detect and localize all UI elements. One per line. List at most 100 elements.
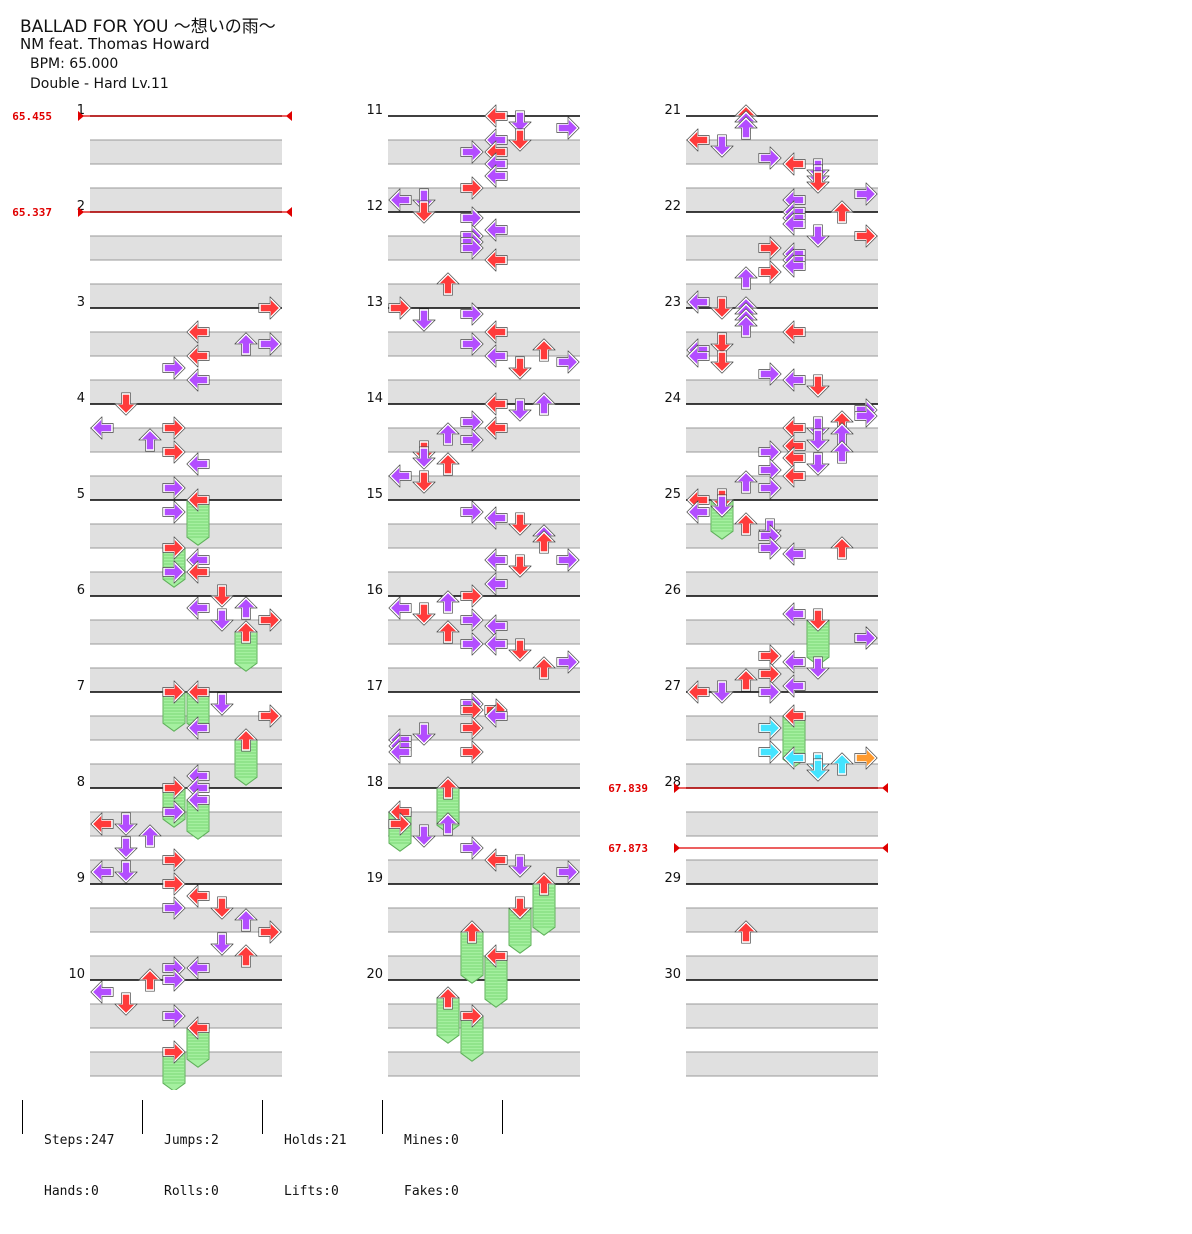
beat-stripe: [90, 428, 282, 452]
step-arrow-right: [460, 632, 484, 656]
beat-stripe: [90, 476, 282, 500]
step-arrow-left: [484, 944, 508, 968]
step-arrow-right: [758, 236, 782, 260]
step-arrow-left: [686, 290, 710, 314]
step-arrow-right: [556, 116, 580, 140]
step-arrow-up: [436, 590, 460, 614]
step-arrow-right: [162, 1004, 186, 1028]
measure-number: 11: [366, 103, 383, 118]
beat-stripe: [686, 380, 878, 404]
step-arrow-left: [388, 740, 412, 764]
step-arrow-down: [508, 896, 532, 920]
step-arrow-down: [210, 896, 234, 920]
step-arrow-up: [734, 668, 758, 692]
step-arrow-right: [258, 704, 282, 728]
step-arrow-right: [258, 920, 282, 944]
step-arrow-left: [686, 344, 710, 368]
step-arrow-left: [388, 188, 412, 212]
step-arrow-down: [806, 758, 830, 782]
step-arrow-left: [90, 860, 114, 884]
step-arrow-left: [388, 596, 412, 620]
step-arrow-left: [782, 704, 806, 728]
lifts-count: Lifts:0: [284, 1184, 339, 1199]
beat-stripe: [686, 140, 878, 164]
measure-number: 12: [366, 199, 383, 214]
measure-number: 25: [664, 487, 681, 502]
beat-stripe: [686, 284, 878, 308]
bpm-marker-right: [286, 207, 292, 217]
mines-count: Mines:0: [404, 1133, 459, 1148]
rolls-count: Rolls:0: [164, 1184, 219, 1199]
beat-stripe: [686, 908, 878, 932]
step-arrow-up: [436, 986, 460, 1010]
beat-stripe: [686, 236, 878, 260]
step-arrow-left: [90, 980, 114, 1004]
step-arrow-right: [758, 740, 782, 764]
hands-count: Hands:0: [44, 1184, 99, 1199]
step-arrow-right: [556, 350, 580, 374]
step-arrow-right: [460, 836, 484, 860]
beat-stripe: [90, 668, 282, 692]
jumps-count: Jumps:2: [164, 1133, 219, 1148]
step-arrow-left: [782, 368, 806, 392]
step-arrow-left: [484, 704, 508, 728]
step-arrow-right: [388, 296, 412, 320]
step-arrow-left: [782, 464, 806, 488]
step-arrow-down: [114, 860, 138, 884]
step-arrow-right: [758, 716, 782, 740]
step-arrow-down: [412, 308, 436, 332]
step-arrow-down: [710, 332, 734, 356]
step-arrow-up: [234, 944, 258, 968]
step-arrow-right: [162, 680, 186, 704]
step-arrow-up: [734, 920, 758, 944]
step-arrow-down: [508, 398, 532, 422]
step-arrow-left: [782, 674, 806, 698]
step-arrow-left: [186, 560, 210, 584]
step-arrow-left: [686, 128, 710, 152]
fakes-count: Fakes:0: [404, 1184, 459, 1199]
step-arrow-down: [806, 428, 830, 452]
step-arrow-up: [234, 728, 258, 752]
step-arrow-right: [460, 500, 484, 524]
step-arrow-right: [758, 260, 782, 284]
bpm-marker-left: [78, 111, 84, 121]
step-arrow-left: [782, 320, 806, 344]
measure-number: 7: [77, 679, 85, 694]
step-arrow-right: [162, 416, 186, 440]
beat-stripe: [686, 668, 878, 692]
step-arrow-right: [758, 680, 782, 704]
steps-count: Steps:247: [44, 1133, 115, 1148]
bpm-marker-right: [882, 783, 888, 793]
step-arrow-up: [830, 440, 854, 464]
measure-number: 10: [68, 967, 85, 982]
step-arrow-up: [734, 314, 758, 338]
step-arrow-up: [830, 752, 854, 776]
measure-number: 6: [77, 583, 85, 598]
step-arrow-right: [758, 362, 782, 386]
step-arrow-down: [412, 824, 436, 848]
step-arrow-down: [806, 656, 830, 680]
step-arrow-down: [508, 356, 532, 380]
step-arrow-right: [162, 536, 186, 560]
measure-number: 18: [366, 775, 383, 790]
beat-stripe: [90, 572, 282, 596]
bpm-change-label: 67.873: [608, 842, 648, 855]
beat-stripe: [686, 1052, 878, 1076]
step-arrow-up: [532, 872, 556, 896]
step-arrow-left: [484, 548, 508, 572]
step-arrow-down: [508, 128, 532, 152]
step-arrow-up: [460, 920, 484, 944]
step-arrow-left: [90, 812, 114, 836]
step-arrow-down: [710, 494, 734, 518]
step-arrow-right: [460, 428, 484, 452]
beat-stripe: [686, 620, 878, 644]
step-arrow-right: [162, 440, 186, 464]
step-arrow-right: [162, 968, 186, 992]
step-arrow-down: [114, 392, 138, 416]
step-arrow-right: [258, 608, 282, 632]
measure-number: 15: [366, 487, 383, 502]
step-arrow-right: [854, 626, 878, 650]
step-arrow-right: [162, 848, 186, 872]
song-title: BALLAD FOR YOU ～想いの雨～: [20, 17, 276, 37]
step-arrow-right: [854, 746, 878, 770]
